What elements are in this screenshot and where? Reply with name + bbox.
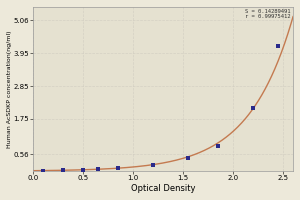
Point [276, 44, 280, 47]
Point [151, 163, 155, 166]
Point [216, 144, 220, 147]
Point [81, 168, 85, 172]
Point [251, 107, 256, 110]
Point [186, 156, 190, 159]
Point [96, 168, 100, 171]
Y-axis label: Human AcSDKP concentration(ng/ml): Human AcSDKP concentration(ng/ml) [7, 30, 12, 148]
Text: S = 0.14289491
r = 0.99975412: S = 0.14289491 r = 0.99975412 [245, 9, 290, 19]
Point [41, 169, 46, 172]
X-axis label: Optical Density: Optical Density [131, 184, 195, 193]
Point [61, 169, 65, 172]
Point [116, 167, 121, 170]
